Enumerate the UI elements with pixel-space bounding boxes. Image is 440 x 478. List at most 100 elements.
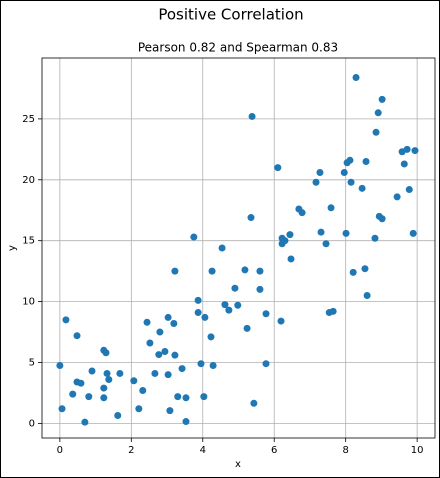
point xyxy=(286,231,294,239)
point xyxy=(316,168,324,176)
x-tick-label: 2 xyxy=(128,445,134,456)
point xyxy=(287,255,295,263)
point xyxy=(281,237,289,245)
point xyxy=(88,367,96,375)
point xyxy=(170,320,178,328)
point xyxy=(322,240,330,248)
point xyxy=(329,307,337,315)
point xyxy=(218,244,226,252)
point xyxy=(362,158,370,166)
point xyxy=(116,369,124,377)
point xyxy=(340,168,348,176)
point xyxy=(225,306,233,314)
point xyxy=(62,316,70,324)
point xyxy=(234,301,242,309)
point xyxy=(361,265,369,273)
point xyxy=(312,178,320,186)
point xyxy=(327,204,335,212)
point xyxy=(166,407,174,415)
point xyxy=(247,214,255,222)
point xyxy=(262,360,270,368)
point xyxy=(393,193,401,201)
point xyxy=(274,164,282,172)
point xyxy=(243,324,251,332)
point xyxy=(194,296,202,304)
point xyxy=(171,267,179,275)
y-tick-label: 15 xyxy=(22,236,35,247)
y-axis-label: y xyxy=(7,245,18,251)
point xyxy=(77,379,85,387)
point xyxy=(248,112,256,120)
point xyxy=(143,318,151,326)
point xyxy=(105,376,113,384)
point xyxy=(178,365,186,373)
x-tick-label: 4 xyxy=(200,445,206,456)
point xyxy=(349,268,357,276)
point xyxy=(363,292,371,299)
point xyxy=(256,267,264,275)
point xyxy=(164,313,172,321)
point xyxy=(201,313,209,321)
point xyxy=(182,394,190,402)
y-tick-label: 20 xyxy=(22,175,35,186)
point xyxy=(209,362,217,370)
point xyxy=(200,393,208,401)
y-tick-label: 10 xyxy=(22,297,35,308)
point xyxy=(208,267,216,275)
point xyxy=(346,156,354,164)
point xyxy=(130,377,138,385)
chart-subtitle: Pearson 0.82 and Spearman 0.83 xyxy=(138,41,338,55)
point xyxy=(347,178,355,186)
point xyxy=(197,360,205,368)
point xyxy=(161,348,169,356)
point xyxy=(358,184,366,192)
point xyxy=(114,411,122,419)
y-tick-label: 0 xyxy=(29,418,35,429)
point xyxy=(317,228,325,236)
point xyxy=(146,339,154,347)
point xyxy=(372,128,380,136)
x-axis-label: x xyxy=(235,459,241,470)
point xyxy=(231,284,239,292)
point xyxy=(174,393,182,401)
point xyxy=(139,387,147,394)
point xyxy=(151,369,159,377)
chart-title: Positive Correlation xyxy=(158,6,303,24)
y-tick-label: 5 xyxy=(29,357,35,368)
point xyxy=(277,317,285,325)
point xyxy=(135,405,143,413)
point xyxy=(298,209,306,217)
x-tick-label: 10 xyxy=(411,445,424,456)
plot-frame xyxy=(41,57,436,439)
x-tick-label: 6 xyxy=(271,445,277,456)
point xyxy=(171,351,179,359)
point xyxy=(378,215,386,223)
point xyxy=(155,351,163,359)
point xyxy=(256,285,264,293)
point xyxy=(371,234,379,242)
point xyxy=(262,310,270,318)
point xyxy=(103,369,111,377)
y-tick-label: 25 xyxy=(22,114,35,125)
point xyxy=(164,371,172,379)
point xyxy=(374,109,382,117)
point xyxy=(190,233,198,241)
point xyxy=(250,399,258,407)
point xyxy=(58,405,66,413)
x-tick-label: 8 xyxy=(342,445,348,456)
point xyxy=(194,309,202,317)
point xyxy=(85,393,93,401)
point xyxy=(100,384,108,392)
point xyxy=(73,332,81,340)
point xyxy=(400,160,408,168)
point xyxy=(100,394,108,402)
point xyxy=(403,145,411,153)
point xyxy=(69,390,77,398)
point xyxy=(342,229,350,237)
point xyxy=(221,301,229,309)
x-tick-label: 0 xyxy=(57,445,63,456)
point xyxy=(411,147,419,155)
point xyxy=(409,229,417,237)
